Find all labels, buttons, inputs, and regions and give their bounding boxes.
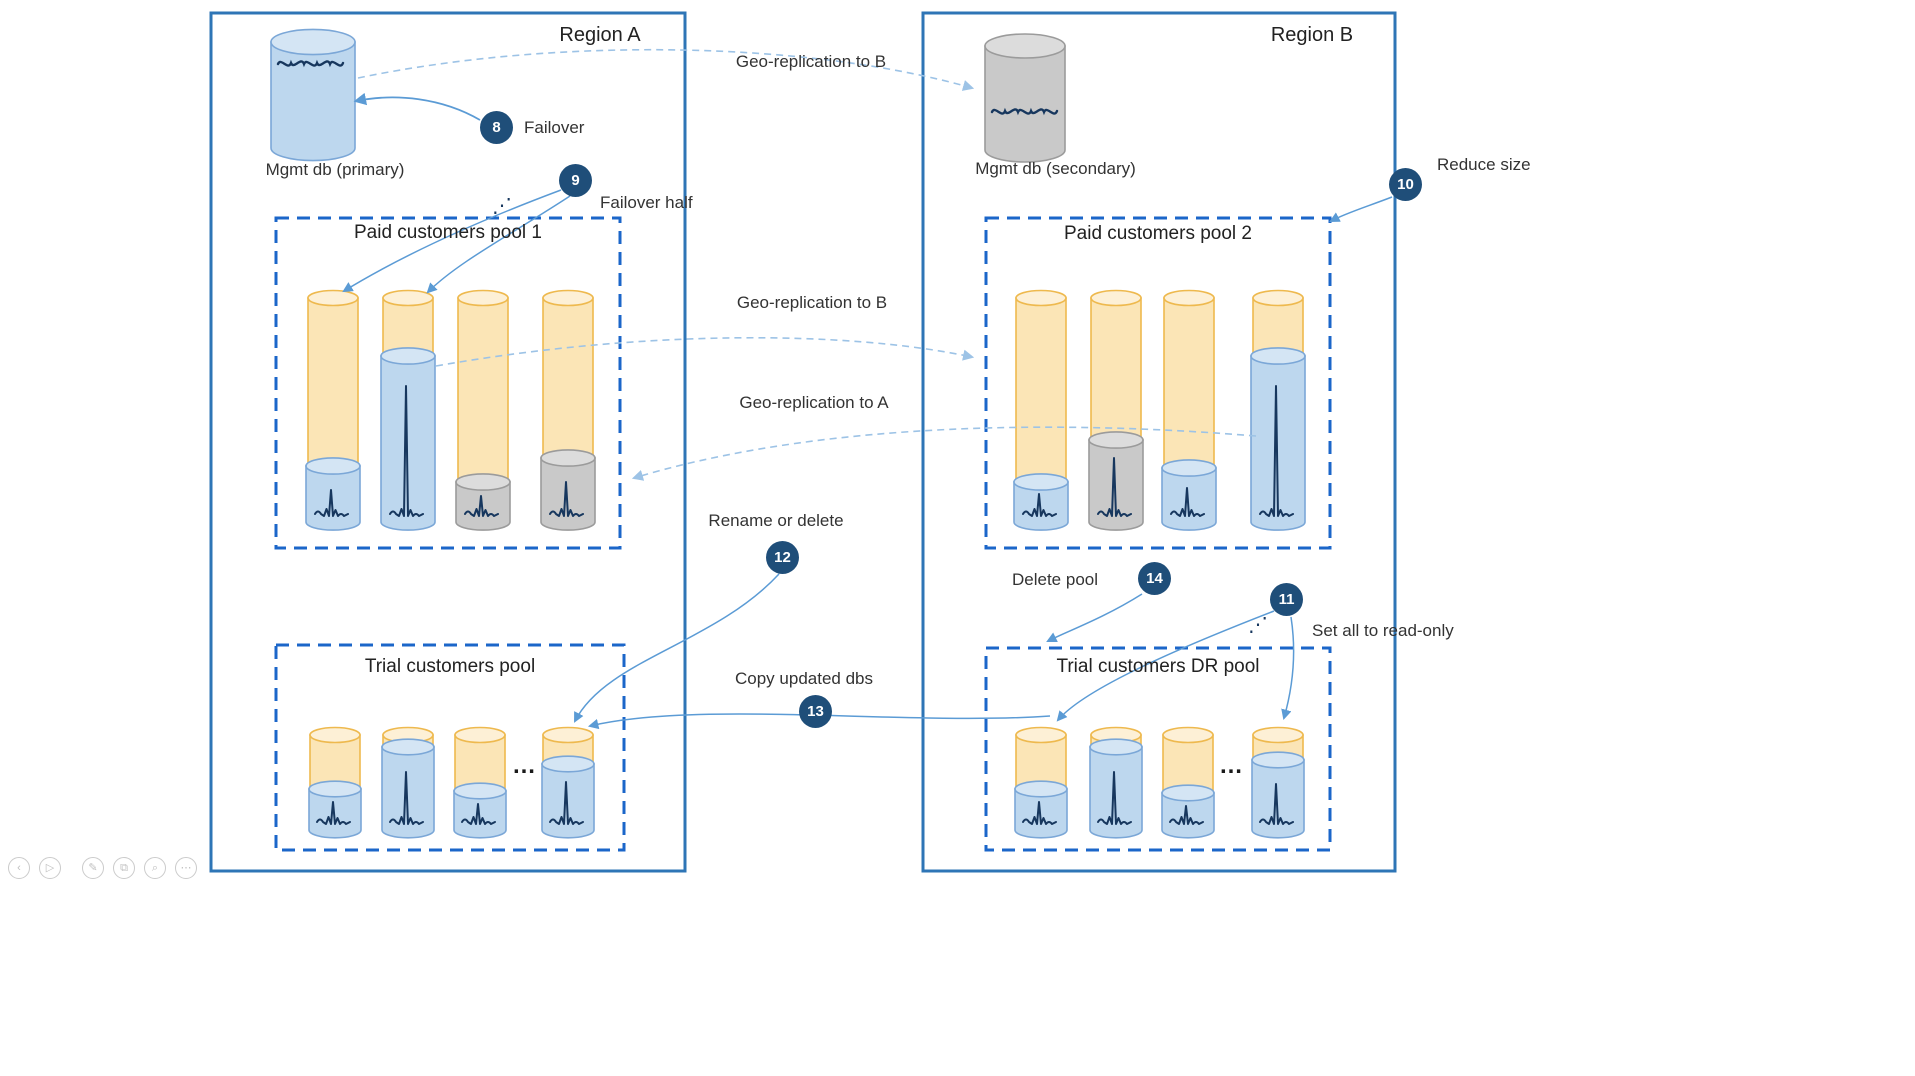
read-only-ellipsis: ⋰	[1248, 614, 1268, 636]
failover-arrow	[353, 92, 481, 121]
step-8-number: 8	[492, 119, 501, 136]
magnifier-icon: ⌕	[151, 862, 159, 874]
step-13-label: Copy updated dbs	[735, 669, 873, 688]
step-8-label: Failover	[524, 118, 585, 137]
delete-pool-arrow	[1046, 593, 1143, 642]
step-12-label: Rename or delete	[708, 511, 844, 530]
previous-button[interactable]: ‹	[8, 857, 30, 879]
reduce-size-arrow	[1329, 196, 1393, 222]
step-12-badge: 12	[766, 541, 799, 574]
presentation-toolbar: ‹ ▷ ✎ ⧉ ⌕ ⋯	[8, 857, 197, 879]
failover-half-arrow-1	[342, 189, 562, 293]
paid-pool-1-db-3-data	[455, 473, 511, 531]
arrow-layer	[342, 48, 1393, 730]
play-button[interactable]: ▷	[39, 857, 61, 879]
trial-dr-pool-box	[984, 646, 1332, 852]
trial-pool-db-4-data	[541, 755, 595, 839]
copy-button[interactable]: ⧉	[113, 857, 135, 879]
paid-pool-2-db-4-data	[1250, 347, 1306, 531]
step-13-badge: 13	[799, 695, 832, 728]
trial-pool-box	[274, 643, 626, 852]
more-button[interactable]: ⋯	[175, 857, 197, 879]
trial-pool-ellipsis: …	[512, 752, 538, 779]
paid-pool-2-db-1-data	[1013, 473, 1069, 531]
step-14-number: 14	[1146, 570, 1163, 587]
paid-pool-1-db-4-data	[540, 449, 596, 531]
trial-dr-pool-db-2-data	[1089, 738, 1143, 839]
region-a-box	[209, 11, 687, 873]
set-read-only-arrow-1	[1056, 610, 1275, 722]
step-10-label: Reduce size	[1437, 155, 1531, 174]
step-11-label: Set all to read-only	[1312, 621, 1454, 640]
step-10-number: 10	[1397, 176, 1414, 193]
step-9-badge: 9	[559, 164, 592, 197]
paid-pool-1-title: Paid customers pool 1	[354, 222, 542, 243]
mgmt-db-secondary-label: Mgmt db (secondary)	[975, 159, 1136, 178]
mgmt-db-secondary-cylinder	[984, 33, 1066, 163]
step-9-label: Failover half	[600, 193, 693, 212]
trial-pool-title: Trial customers pool	[364, 656, 536, 677]
trial-dr-pool-title: Trial customers DR pool	[1056, 656, 1260, 677]
geo-replication-to-b-mid-label: Geo-replication to B	[736, 293, 888, 312]
trial-pool-db-3-data	[453, 782, 507, 839]
step-11-badge: 11	[1270, 583, 1303, 616]
trial-dr-pool-ellipsis: …	[1219, 752, 1245, 779]
geo-replication-to-a-arrow	[631, 426, 1257, 481]
pen-icon: ✎	[88, 862, 98, 874]
failover-half-arrow-2	[426, 195, 571, 294]
pen-button[interactable]: ✎	[82, 857, 104, 879]
trial-dr-pool-db-3-data	[1161, 784, 1215, 839]
previous-icon: ‹	[17, 862, 21, 874]
step-14-badge: 14	[1138, 562, 1171, 595]
trial-dr-pool-db-4-data	[1251, 751, 1305, 839]
trial-pool-db-1-data	[308, 780, 362, 839]
step-13-number: 13	[807, 703, 824, 720]
paid-pool-2-db-2-data	[1088, 431, 1144, 531]
mgmt-db-primary-label: Mgmt db (primary)	[265, 160, 405, 179]
region-a-title: Region A	[559, 24, 641, 46]
paid-pool-1-db-1-data	[305, 457, 361, 531]
step-9-number: 9	[571, 172, 580, 189]
trial-dr-pool-db-1-data	[1014, 780, 1068, 839]
ellipsis-icon: ⋯	[180, 862, 192, 874]
failover-half-ellipsis: ⋰	[492, 195, 512, 217]
geo-replication-to-b-mid-arrow	[435, 336, 975, 367]
rename-delete-arrow	[574, 573, 780, 723]
region-b-box	[921, 11, 1397, 873]
set-read-only-arrow-2	[1281, 616, 1295, 721]
paid-pool-1-box	[274, 216, 622, 550]
region-b-title: Region B	[1270, 24, 1354, 46]
geo-replication-to-b-top-arrow	[357, 48, 975, 91]
copy-icon: ⧉	[120, 862, 128, 874]
trial-pool-db-2-data	[381, 738, 435, 839]
paid-pool-2-db-3-data	[1161, 459, 1217, 531]
paid-pool-2-box	[984, 216, 1332, 550]
play-icon: ▷	[45, 862, 55, 874]
database-cylinders	[270, 28, 1306, 839]
paid-pool-2-title: Paid customers pool 2	[1064, 223, 1252, 244]
zoom-button[interactable]: ⌕	[144, 857, 166, 879]
geo-replication-to-b-top-label: Geo-replication to B	[735, 52, 887, 71]
geo-replication-to-a-label: Geo-replication to A	[739, 393, 889, 412]
step-8-badge: 8	[480, 111, 513, 144]
step-12-number: 12	[774, 549, 791, 566]
paid-pool-1-db-2-data	[380, 347, 436, 531]
step-14-label: Delete pool	[1012, 570, 1099, 589]
mgmt-db-primary-cylinder	[270, 28, 356, 162]
step-11-number: 11	[1278, 591, 1295, 608]
step-10-badge: 10	[1389, 168, 1422, 201]
